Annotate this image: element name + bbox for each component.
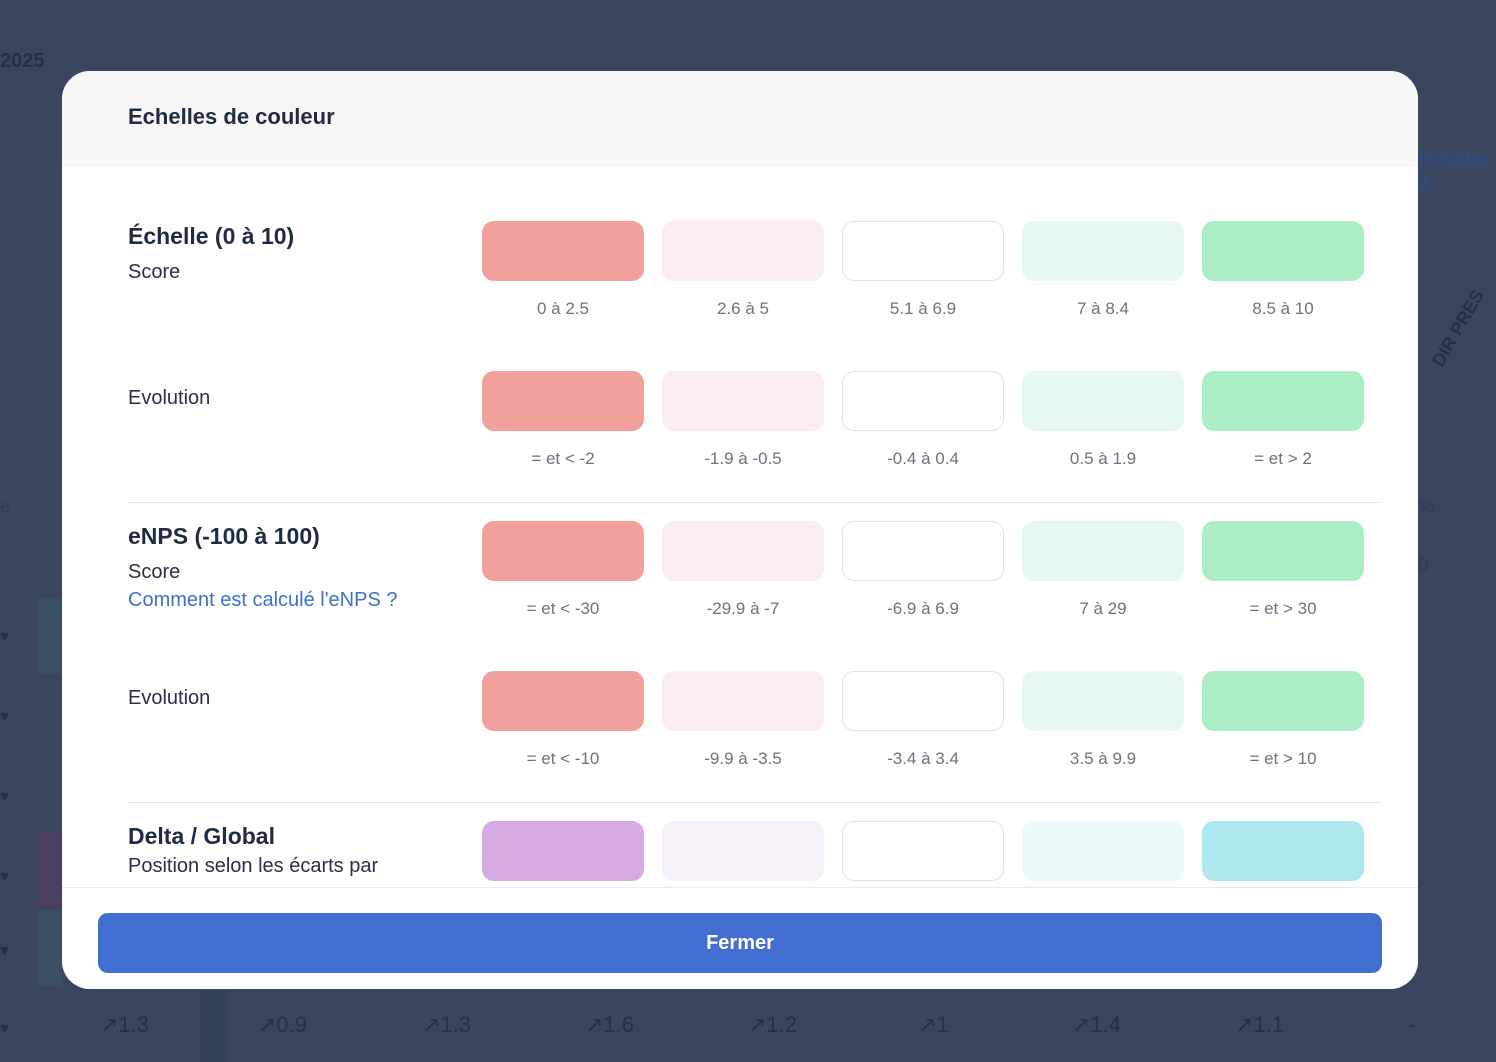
range-label: 8.5 à 10 (1252, 299, 1314, 318)
background-arrow-icon: ▾ (0, 786, 10, 806)
swatch-red-light (662, 671, 824, 731)
range-label: -3.4 à 3.4 (887, 749, 959, 768)
swatch-red-light (662, 221, 824, 281)
range-label: = et < -2 (531, 449, 595, 468)
modal-header: Echelles de couleur (62, 71, 1418, 167)
background-year: 2025 (0, 50, 45, 72)
section-divider (128, 802, 1382, 803)
background-value: ↗1.3 (422, 1012, 472, 1037)
color-scales-modal: Echelles de couleur Échelle (0 à 10) Sco… (62, 71, 1418, 989)
background-arrow-icon: ▾ (0, 866, 10, 886)
range-label: 7 à 29 (1079, 599, 1127, 618)
swatch-green-strong (1202, 671, 1364, 731)
swatch-white (842, 371, 1004, 431)
modal-body[interactable]: Échelle (0 à 10) Score 0 à 2.5 2.6 à 5 5… (62, 167, 1418, 887)
background-arrow-icon: ▾ (0, 1018, 10, 1038)
swatch-cyan-strong (1202, 821, 1364, 881)
swatch-row-delta (416, 821, 1364, 881)
swatch-row-enps-evolution (416, 671, 1364, 731)
background-left-fragment: e (0, 496, 11, 517)
row-label-evolution: Evolution (128, 687, 211, 709)
background-cell (38, 832, 62, 908)
range-label: = et > 30 (1249, 599, 1317, 618)
range-label: 3.5 à 9.9 (1069, 749, 1137, 768)
swatch-red-strong (482, 221, 644, 281)
background-cell (38, 598, 62, 674)
swatch-row-enps-score (416, 521, 1364, 581)
swatch-green-strong (1202, 221, 1364, 281)
range-label: -6.9 à 6.9 (887, 599, 959, 618)
enps-help-link[interactable]: Comment est calculé l'eNPS ? (128, 589, 398, 611)
row-label-evolution: Evolution (128, 387, 211, 409)
background-value: ↗1.6 (585, 1012, 635, 1037)
range-label: = et < -30 (526, 599, 600, 618)
swatch-green-light (1022, 371, 1184, 431)
swatch-green-strong (1202, 521, 1364, 581)
range-label: -0.4 à 0.4 (887, 449, 959, 468)
swatch-green-light (1022, 671, 1184, 731)
swatch-white (842, 821, 1004, 881)
background-value: ↗1.2 (748, 1012, 798, 1037)
delta-description: Position selon les écarts par (128, 855, 379, 877)
range-label: = et > 2 (1254, 449, 1312, 468)
swatch-white (842, 521, 1004, 581)
swatch-red-light (662, 521, 824, 581)
row-label-score: Score (128, 261, 181, 283)
close-button[interactable]: Fermer (98, 913, 1382, 973)
range-label: 2.6 à 5 (717, 299, 769, 318)
swatch-green-light (1022, 221, 1184, 281)
section-divider (128, 502, 1382, 503)
range-label: = et > 10 (1249, 749, 1317, 768)
range-label: 0 à 2.5 (537, 299, 589, 318)
modal-title: Echelles de couleur (128, 104, 335, 129)
background-value: ↗1 (918, 1012, 949, 1037)
swatch-red-strong (482, 371, 644, 431)
background-cell (38, 910, 62, 986)
background-zero-fragment: 0 (1418, 556, 1429, 577)
background-arrow-icon: ▾ (0, 706, 10, 726)
swatch-green-light (1022, 521, 1184, 581)
background-divider (200, 990, 228, 1062)
swatch-purple-light (662, 821, 824, 881)
background-arrow-icon: ▾ (0, 940, 10, 960)
range-label: 7 à 8.4 (1077, 299, 1129, 318)
swatch-row-scale-score (416, 221, 1364, 281)
range-label: -29.9 à -7 (706, 599, 780, 618)
section-title-delta: Delta / Global (128, 823, 275, 849)
range-label: 0.5 à 1.9 (1069, 449, 1137, 468)
background-value: - (1408, 1012, 1416, 1037)
background-value: ↗0.9 (258, 1012, 308, 1037)
background-title-fragment: Echelles d (1418, 150, 1490, 193)
swatch-purple-strong (482, 821, 644, 881)
swatch-red-light (662, 371, 824, 431)
swatch-white (842, 671, 1004, 731)
background-column-label: DIR PRES (1428, 286, 1488, 370)
swatch-white (842, 221, 1004, 281)
section-title-enps: eNPS (-100 à 100) (128, 523, 320, 549)
swatch-green-strong (1202, 371, 1364, 431)
range-label: 5.1 à 6.9 (889, 299, 957, 318)
modal-footer: Fermer (62, 887, 1418, 989)
background-arrow-icon: ▾ (0, 626, 10, 646)
row-label-score: Score (128, 561, 181, 583)
background-value: ↗1.3 (100, 1012, 150, 1037)
swatch-red-strong (482, 521, 644, 581)
swatch-row-scale-evolution (416, 371, 1364, 431)
background-value: ↗1.1 (1235, 1012, 1285, 1037)
background-value: ↗1.4 (1072, 1012, 1122, 1037)
range-label: = et < -10 (526, 749, 600, 768)
section-title-scale: Échelle (0 à 10) (128, 223, 295, 249)
background-percent-fragment: % (1418, 496, 1435, 517)
swatch-cyan-light (1022, 821, 1184, 881)
swatch-red-strong (482, 671, 644, 731)
range-label: -1.9 à -0.5 (704, 449, 782, 468)
range-label: -9.9 à -3.5 (704, 749, 782, 768)
background-bottom-row: ↗1.3 ↗0.9 ↗1.3 ↗1.6 ↗1.2 ↗1 ↗1.4 ↗1.1 - (0, 1012, 1496, 1042)
